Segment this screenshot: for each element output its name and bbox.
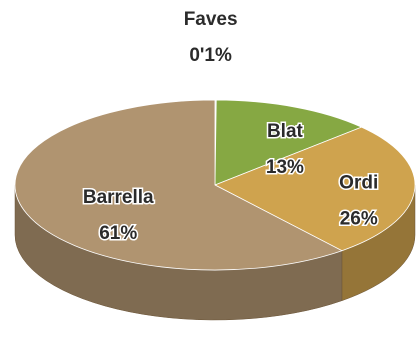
pie-slice bbox=[14, 99, 343, 271]
slice-value-label: 26% bbox=[340, 209, 378, 230]
pie-slice bbox=[214, 99, 363, 186]
slice-value-label: 0'1% bbox=[189, 45, 232, 66]
slice-label: Faves bbox=[184, 9, 238, 30]
slice-label: Blat bbox=[267, 121, 304, 142]
pie-slice bbox=[214, 126, 416, 252]
slice-value-label: 61% bbox=[99, 223, 137, 244]
slice-label: Barrella bbox=[83, 187, 154, 208]
slice-label: Ordi bbox=[339, 173, 378, 194]
slice-value-label: 13% bbox=[266, 157, 304, 178]
